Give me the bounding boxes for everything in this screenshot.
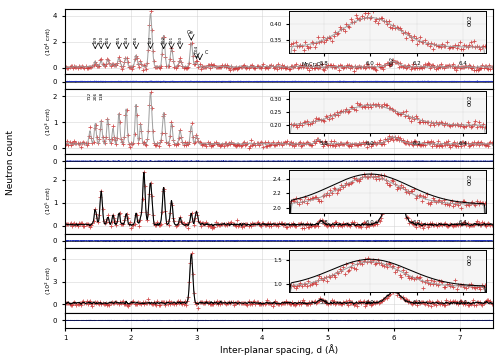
Text: 106: 106 <box>106 36 110 44</box>
Text: 105: 105 <box>117 36 121 44</box>
X-axis label: Inter-planar spacing, d (Å): Inter-planar spacing, d (Å) <box>220 344 338 355</box>
Text: C: C <box>204 50 208 55</box>
Text: 004: 004 <box>194 45 198 53</box>
Y-axis label: (10³ cnt): (10³ cnt) <box>46 108 52 135</box>
Text: 006: 006 <box>134 36 138 44</box>
Text: 002: 002 <box>390 56 395 66</box>
Text: 101: 101 <box>170 36 173 44</box>
Text: (c): (c) <box>469 172 482 182</box>
Text: 109: 109 <box>94 36 98 44</box>
Y-axis label: (10⁵ cnt): (10⁵ cnt) <box>46 188 52 214</box>
Text: 206: 206 <box>94 92 98 100</box>
Text: 298 K - E9: 298 K - E9 <box>334 95 377 104</box>
Text: Neutron count: Neutron count <box>6 130 16 195</box>
Text: (b): (b) <box>468 92 482 102</box>
Y-axis label: (10⁴ cnt): (10⁴ cnt) <box>46 28 52 55</box>
Text: 100: 100 <box>178 36 182 44</box>
Text: 118: 118 <box>99 92 103 100</box>
Text: 102: 102 <box>162 36 166 44</box>
Y-axis label: (10² cnt): (10² cnt) <box>46 267 52 294</box>
Text: 38 K - MIRA: 38 K - MIRA <box>332 254 380 264</box>
Text: 104: 104 <box>124 36 128 44</box>
Text: Ge: Ge <box>186 30 194 35</box>
Text: 712: 712 <box>88 92 92 100</box>
Text: (a): (a) <box>468 12 482 22</box>
Text: MnCr₂O₄: MnCr₂O₄ <box>302 62 324 67</box>
Text: 323 K - E6: 323 K - E6 <box>334 16 377 25</box>
Text: 103: 103 <box>148 36 152 44</box>
Text: (d): (d) <box>468 251 482 261</box>
Text: 110: 110 <box>99 36 103 44</box>
Text: 50 K - E6: 50 K - E6 <box>337 175 374 184</box>
